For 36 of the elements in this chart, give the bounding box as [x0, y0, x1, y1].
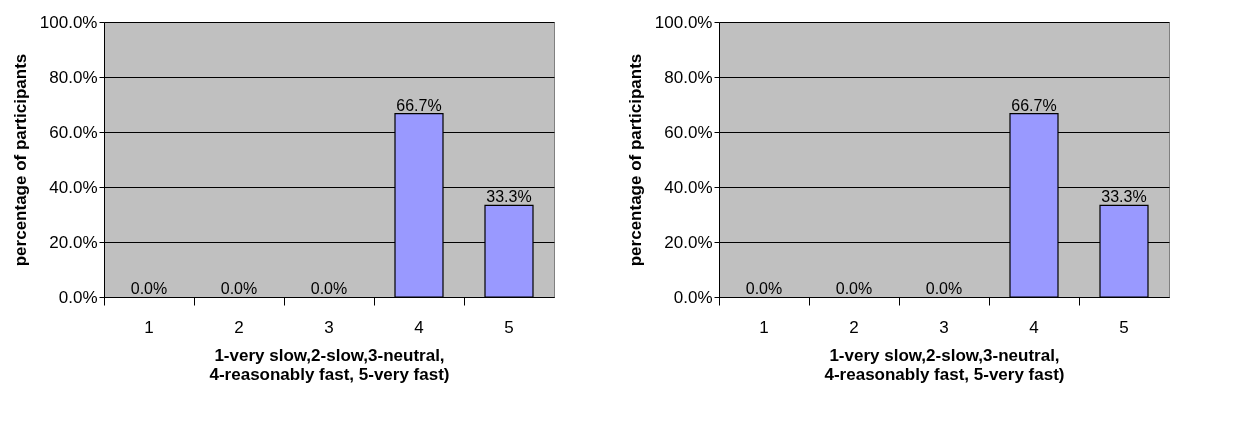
- y-tick-label: 60.0%: [49, 122, 98, 142]
- x-axis-title: 1-very slow,2-slow,3-neutral, 4-reasonably fast, 5-very fast): [209, 345, 450, 384]
- y-axis-title: percentage of participants: [10, 53, 30, 267]
- y-tick-label: 20.0%: [49, 232, 98, 252]
- data-label: 66.7%: [1011, 96, 1057, 114]
- y-tick-label: 100.0%: [654, 12, 713, 32]
- y-axis-title: percentage of participants: [625, 53, 645, 267]
- x-tick-label: 3: [939, 317, 949, 337]
- data-label: 0.0%: [130, 280, 168, 297]
- y-tick-label: 80.0%: [664, 67, 713, 87]
- data-label: 33.3%: [486, 188, 532, 206]
- data-label: 33.3%: [1101, 188, 1147, 206]
- y-tick-label: 100.0%: [39, 12, 98, 32]
- data-label: 0.0%: [925, 280, 963, 297]
- x-tick-label: 2: [849, 317, 859, 337]
- data-label: 66.7%: [396, 96, 442, 114]
- y-tick-label: 40.0%: [49, 177, 98, 197]
- x-tick-label: 5: [504, 317, 514, 337]
- x-tick-label: 4: [414, 317, 424, 337]
- y-tick-label: 40.0%: [664, 177, 713, 197]
- x-tick-label: 1: [759, 317, 769, 337]
- x-tick-label: 1: [144, 317, 154, 337]
- data-label: 0.0%: [745, 280, 783, 297]
- y-tick-label: 60.0%: [664, 122, 713, 142]
- data-label: 0.0%: [310, 280, 348, 297]
- y-tick-label: 20.0%: [664, 232, 713, 252]
- y-tick-label: 0.0%: [58, 287, 98, 307]
- x-tick-label: 2: [234, 317, 244, 337]
- x-tick-label: 3: [324, 317, 334, 337]
- x-tick-label: 5: [1119, 317, 1129, 337]
- data-label: 0.0%: [220, 280, 258, 297]
- y-tick-label: 0.0%: [673, 287, 713, 307]
- x-axis-title: 1-very slow,2-slow,3-neutral, 4-reasonably fast, 5-very fast): [824, 345, 1065, 384]
- data-label: 0.0%: [835, 280, 873, 297]
- x-tick-label: 4: [1029, 317, 1039, 337]
- y-tick-label: 80.0%: [49, 67, 98, 87]
